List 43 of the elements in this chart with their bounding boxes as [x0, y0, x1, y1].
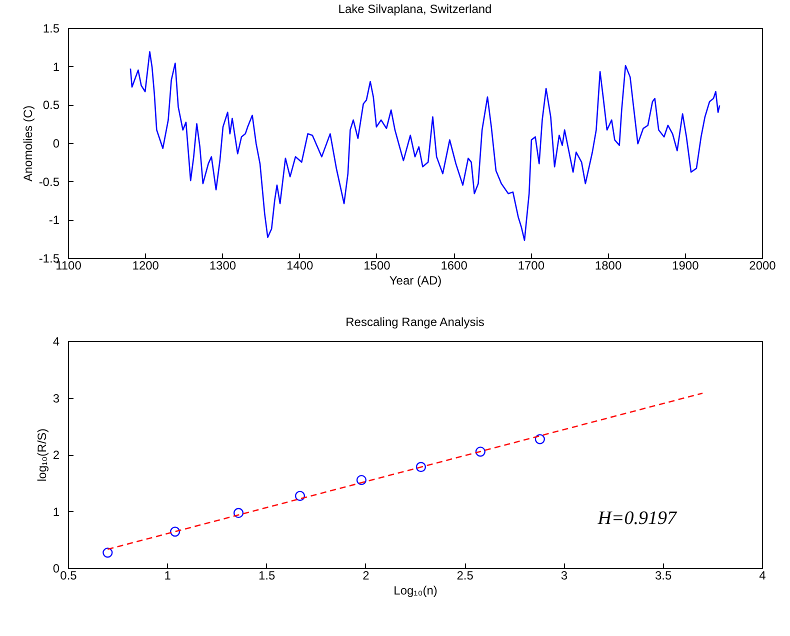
x-tick-label: 1 — [164, 568, 172, 582]
x-tick-label: 4 — [759, 568, 766, 582]
x-tick-label: 1700 — [518, 258, 545, 272]
x-tick-label: 2 — [362, 568, 370, 582]
point — [534, 434, 545, 444]
point — [416, 462, 426, 472]
x-tick-label: 1600 — [440, 258, 468, 272]
x-tick-label: 3 — [560, 568, 568, 582]
x-tick-label: 1300 — [209, 258, 236, 272]
y-tick-label: 0.5 — [42, 98, 60, 112]
point — [475, 446, 486, 457]
chart-title: Lake Silvaplana, Switzerland — [338, 2, 492, 16]
y-tick-label: 2 — [52, 448, 60, 462]
x-tick-label: 2000 — [749, 258, 776, 272]
x-axis-title: Year (AD) — [389, 274, 442, 288]
x-tick-label: 1900 — [672, 258, 700, 272]
y-tick-label: 1.5 — [42, 22, 60, 36]
point — [294, 490, 306, 501]
x-axis-title: Log₁₀(n) — [394, 584, 438, 598]
y-tick-label: 0 — [52, 562, 60, 576]
point — [233, 508, 244, 518]
x-tick-label: 2.5 — [456, 568, 474, 582]
x-tick-label: 1200 — [132, 258, 160, 272]
y-axis-title: Anomolies (C) — [20, 105, 35, 182]
y-tick-label: 4 — [52, 334, 60, 348]
y-tick-label: 3 — [52, 391, 60, 406]
y-tick-label: -0.5 — [38, 174, 60, 189]
x-tick-label: 1800 — [594, 258, 622, 272]
line-series — [130, 51, 720, 242]
y-axis-title: log₁₀(R/S) — [34, 428, 49, 482]
x-tick-label: 1400 — [286, 258, 314, 272]
chart-title: Rescaling Range Analysis — [346, 315, 484, 329]
y-tick-label: 1 — [52, 60, 60, 74]
x-tick-label: 1500 — [364, 258, 391, 272]
y-tick-label: -1 — [48, 213, 60, 228]
x-tick-label: 3.5 — [655, 568, 672, 582]
point — [170, 526, 180, 537]
x-tick-label: 1.5 — [258, 568, 276, 582]
y-tick-label: 0 — [52, 136, 60, 150]
y-tick-label: 1 — [52, 504, 60, 519]
annotation: H=0.9197 — [596, 508, 678, 530]
point — [102, 548, 113, 558]
point — [356, 474, 367, 486]
